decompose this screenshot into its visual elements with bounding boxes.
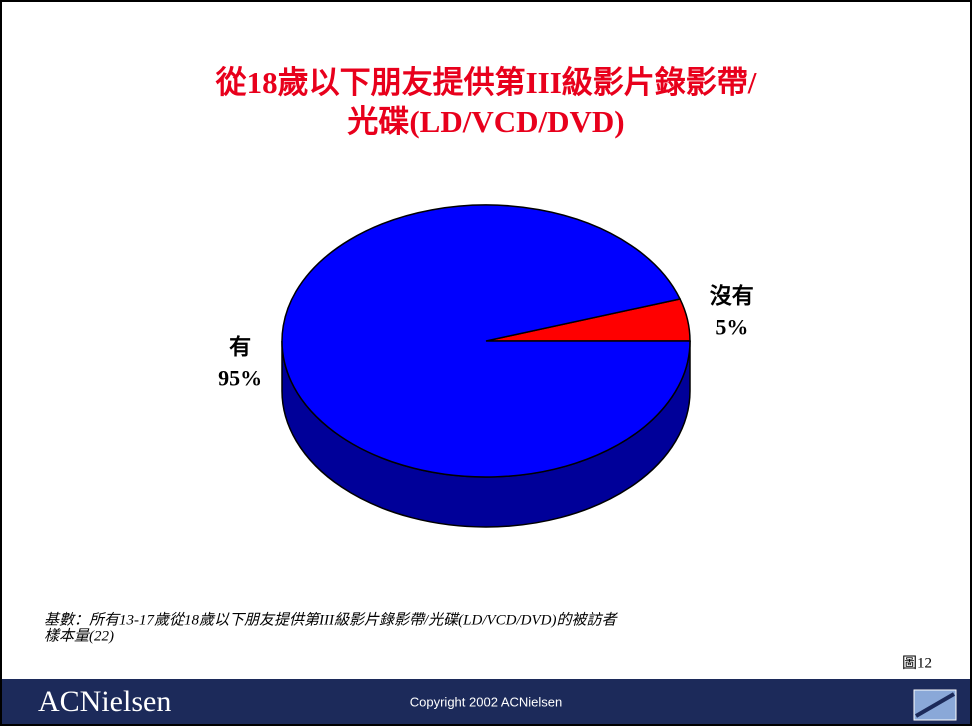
footnote: 樣本量(22) bbox=[44, 627, 114, 644]
pie bbox=[281, 204, 691, 528]
copyright: Copyright 2002 ACNielsen bbox=[410, 694, 562, 709]
slice-value: 95% bbox=[218, 366, 262, 391]
pie-slice bbox=[281, 204, 691, 478]
slice-label: 沒有 bbox=[710, 284, 754, 309]
slice-value: 5% bbox=[715, 315, 748, 340]
footer-bar bbox=[2, 679, 970, 724]
slice-label: 有 bbox=[229, 335, 251, 360]
footnote: 基數：所有13-17歲從18歲以下朋友提供第III級影片錄影帶/光碟(LD/VC… bbox=[44, 611, 618, 628]
logo: ACNielsen bbox=[38, 685, 171, 718]
footer-icon bbox=[913, 689, 957, 721]
figure-number: 圖12 bbox=[902, 654, 932, 671]
chart-title: 從18歲以下朋友提供第III級影片錄影帶/ bbox=[215, 65, 757, 100]
chart-title: 光碟(LD/VCD/DVD) bbox=[347, 104, 624, 139]
